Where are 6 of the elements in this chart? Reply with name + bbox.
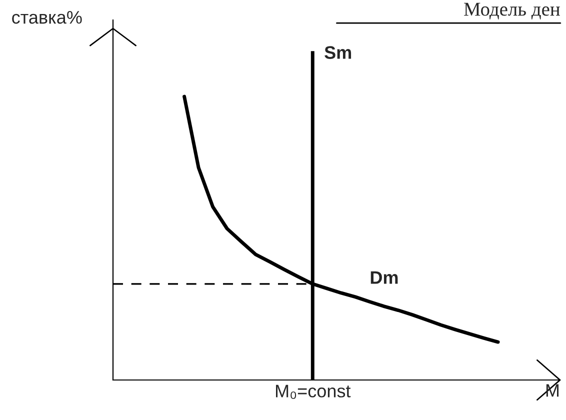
y-axis-title: ставка% [12, 11, 82, 24]
text: Sm [324, 46, 352, 59]
text: M₀=const [276, 384, 351, 399]
x-axis-title: M [546, 384, 559, 397]
chart-title: Модель ден [464, 2, 560, 20]
series-label: Dm [370, 271, 398, 284]
